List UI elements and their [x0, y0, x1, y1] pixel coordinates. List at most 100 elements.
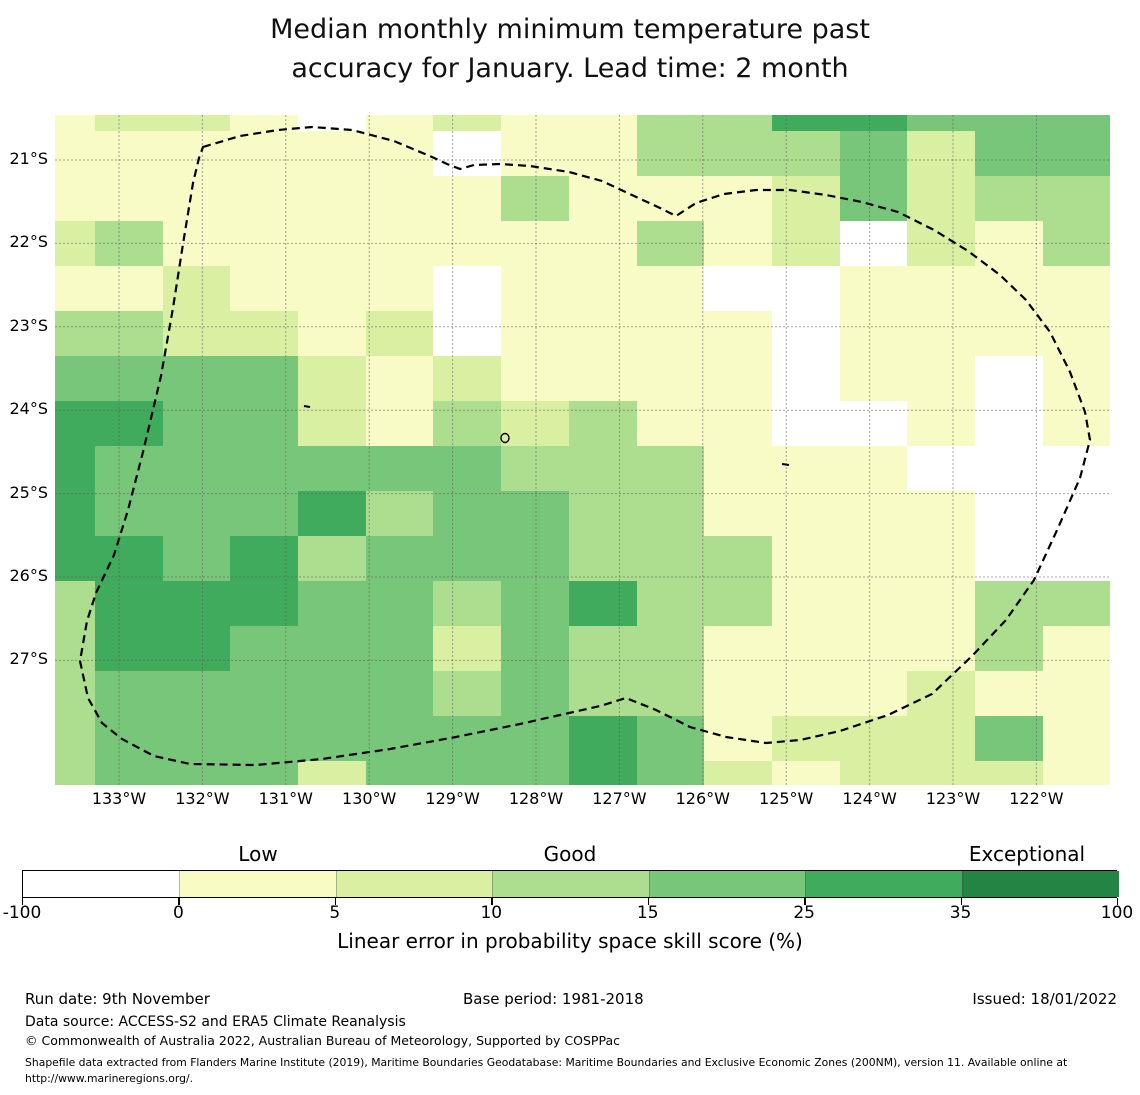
map-cell — [95, 356, 163, 401]
map-cell — [840, 536, 907, 581]
map-cell — [569, 266, 637, 311]
map-cell — [637, 626, 704, 671]
map-cell — [230, 716, 298, 761]
map-cell — [55, 401, 95, 446]
map-cell — [366, 266, 433, 311]
map-cell — [975, 446, 1043, 491]
map-cell — [366, 115, 433, 131]
map-cell — [433, 311, 501, 356]
map-cell — [637, 761, 704, 785]
map-cell — [163, 115, 230, 131]
map-cell — [298, 131, 366, 176]
map-cell — [840, 446, 907, 491]
x-axis-tick-label: 130°W — [342, 789, 397, 808]
map-cell — [772, 401, 840, 446]
x-axis-tick-label: 128°W — [508, 789, 564, 808]
map-cell — [163, 671, 230, 716]
map-cell — [569, 761, 637, 785]
map-cell — [366, 626, 433, 671]
map-cell — [975, 356, 1043, 401]
map-cell — [840, 266, 907, 311]
map-cell — [55, 356, 95, 401]
map-cell — [366, 581, 433, 626]
map-cell — [772, 761, 840, 785]
map-cell — [433, 115, 501, 131]
map-cell — [298, 401, 366, 446]
map-cell — [95, 311, 163, 356]
map-cell — [704, 761, 772, 785]
map-cell — [975, 581, 1043, 626]
footer-shapefile-note: Shapefile data extracted from Flanders M… — [25, 1056, 1068, 1085]
map-cell — [298, 761, 366, 785]
map-cell — [501, 581, 569, 626]
map-cell — [501, 671, 569, 716]
map-cell — [840, 671, 907, 716]
footer-data-source: Data source: ACCESS-S2 and ERA5 Climate … — [25, 1014, 406, 1030]
map-cell — [433, 446, 501, 491]
map-cell — [975, 311, 1043, 356]
map-cell — [637, 581, 704, 626]
map-cell — [907, 671, 975, 716]
map-cell — [907, 626, 975, 671]
map-cell — [704, 266, 772, 311]
colorbar-tick-label: 5 — [329, 903, 341, 923]
map-cell — [772, 131, 840, 176]
map-cell — [298, 491, 366, 536]
x-axis-tick-label: 125°W — [759, 789, 814, 808]
map-cell — [501, 115, 569, 131]
colorbar-tick-mark — [960, 898, 962, 905]
map-cell — [637, 115, 704, 131]
map-cell — [704, 536, 772, 581]
map-cell — [55, 671, 95, 716]
map-cell — [55, 115, 95, 131]
map-cell — [433, 626, 501, 671]
map-cell — [569, 716, 637, 761]
y-axis-tick-label: 24°S — [9, 399, 48, 419]
map-cell — [163, 491, 230, 536]
map-cell — [569, 131, 637, 176]
map-cell — [163, 311, 230, 356]
map-cell — [95, 671, 163, 716]
map-cell — [907, 446, 975, 491]
map-cell — [163, 176, 230, 221]
map-cell — [1043, 536, 1110, 581]
map-cell — [230, 356, 298, 401]
map-cell — [163, 716, 230, 761]
map-cell — [704, 446, 772, 491]
map-cell — [1043, 266, 1110, 311]
map-cell — [163, 581, 230, 626]
map-cell — [163, 626, 230, 671]
map-cell — [55, 761, 95, 785]
y-axis-tick-label: 25°S — [9, 482, 48, 502]
map-cell — [230, 626, 298, 671]
x-axis-tick-label: 131°W — [258, 789, 313, 808]
map-cell — [95, 716, 163, 761]
map-cell — [1043, 716, 1110, 761]
map-cell — [55, 626, 95, 671]
map-cell — [1043, 401, 1110, 446]
map-cell — [433, 356, 501, 401]
map-cell — [501, 356, 569, 401]
map-cell — [433, 581, 501, 626]
map-cell — [1043, 671, 1110, 716]
map-cell — [230, 401, 298, 446]
map-cell — [298, 356, 366, 401]
map-cell — [366, 716, 433, 761]
x-axis-tick-label: 123°W — [925, 789, 981, 808]
map-cell — [298, 536, 366, 581]
map-cell — [907, 311, 975, 356]
map-cell — [975, 626, 1043, 671]
map-cell — [1043, 626, 1110, 671]
map-cell — [163, 131, 230, 176]
colorbar-caption: Linear error in probability space skill … — [337, 929, 803, 953]
map-cell — [840, 356, 907, 401]
map-cell — [55, 536, 95, 581]
map-cell — [704, 356, 772, 401]
map-cell — [569, 671, 637, 716]
map-cell — [975, 176, 1043, 221]
colorbar-tick-label: -100 — [2, 903, 42, 923]
map-cell — [637, 536, 704, 581]
colorbar-tick-mark — [1117, 898, 1119, 905]
map-cell — [95, 536, 163, 581]
map-cell — [637, 671, 704, 716]
